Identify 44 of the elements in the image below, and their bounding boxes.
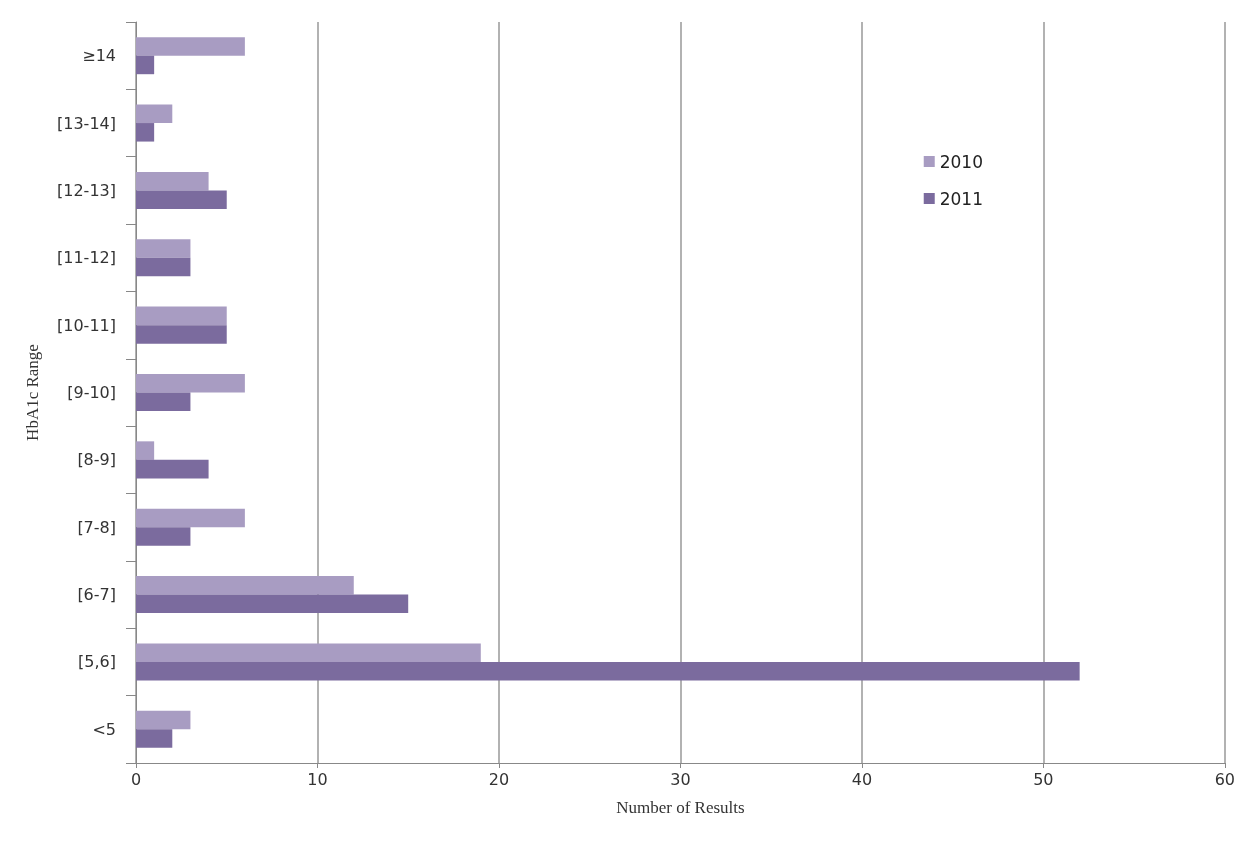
y-tick-label: <5 — [92, 719, 116, 739]
bar — [136, 325, 227, 344]
y-tick-label: [8-9] — [77, 450, 116, 470]
bar — [136, 123, 155, 142]
bar — [136, 257, 191, 277]
x-tick-label: 60 — [1214, 769, 1235, 789]
bar — [136, 576, 354, 595]
y-tick-label: [10-11] — [57, 315, 116, 335]
y-tick-label: [11-12] — [57, 248, 116, 268]
x-tick-label: 0 — [130, 769, 142, 789]
x-axis-title: Number of Results — [616, 798, 745, 817]
bar — [136, 239, 191, 258]
x-tick-label: 20 — [488, 769, 510, 789]
legend-label: 2010 — [939, 151, 983, 172]
y-tick-label: [12-13] — [57, 180, 116, 200]
bar — [136, 594, 409, 614]
bar — [136, 729, 173, 748]
y-axis-title: HbA1c Range — [23, 344, 42, 441]
x-tick-label: 30 — [670, 769, 691, 789]
legend-label: 2011 — [939, 188, 983, 209]
x-tick-label: 10 — [307, 769, 328, 789]
bar — [136, 171, 209, 191]
bar — [136, 661, 1080, 681]
bar — [136, 441, 155, 460]
bar — [136, 710, 191, 730]
y-tick-label: [9-10] — [67, 383, 116, 402]
bar — [136, 508, 245, 528]
bar — [136, 190, 227, 209]
bar — [136, 643, 481, 662]
y-tick-label: ≥14 — [82, 46, 116, 66]
bar — [136, 104, 173, 124]
bar — [136, 55, 155, 75]
bar — [136, 306, 227, 326]
y-tick-label: [7-8] — [77, 517, 116, 537]
bar — [136, 373, 245, 393]
y-tick-label: [13-14] — [57, 113, 116, 133]
x-tick-label: 40 — [851, 769, 873, 789]
bar — [136, 392, 191, 412]
y-tick-label: [6-7] — [77, 585, 116, 605]
y-tick-label: [5,6] — [78, 652, 116, 672]
bar — [136, 37, 245, 56]
bar — [136, 459, 209, 479]
x-tick-label: 50 — [1033, 769, 1054, 789]
bar — [136, 527, 191, 546]
